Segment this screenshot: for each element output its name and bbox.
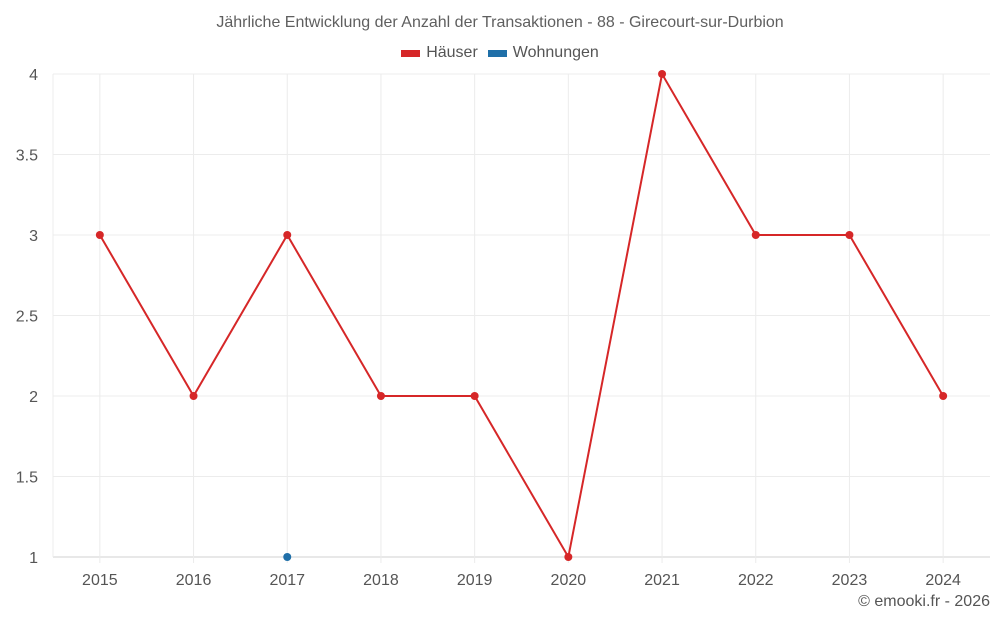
chart-title: Jährliche Entwicklung der Anzahl der Tra… <box>216 14 784 31</box>
legend-label-wohnungen: Wohnungen <box>512 44 599 61</box>
data-point[interactable] <box>283 553 292 561</box>
legend: Häuser Wohnungen <box>0 44 1000 62</box>
y-tick-label: 4 <box>29 67 38 84</box>
data-point[interactable] <box>95 231 104 239</box>
y-tick-label: 2.5 <box>16 309 38 326</box>
copyright-credit: © emooki.fr - 2026 <box>858 593 990 610</box>
x-tick-label: 2016 <box>176 572 212 589</box>
x-tick-label: 2021 <box>644 572 680 589</box>
data-point[interactable] <box>376 392 385 400</box>
legend-swatch-wohnungen <box>487 49 507 57</box>
y-tick-label: 3.5 <box>16 148 38 165</box>
x-tick-label: 2023 <box>832 572 868 589</box>
data-point[interactable] <box>939 392 948 400</box>
y-tick-label: 1.5 <box>16 470 38 487</box>
y-tick-label: 1 <box>29 550 38 567</box>
y-tick-label: 3 <box>29 228 38 245</box>
data-point[interactable] <box>470 392 479 400</box>
x-tick-label: 2024 <box>925 572 961 589</box>
legend-item-haeuser[interactable]: Häuser <box>401 44 478 62</box>
x-tick-label: 2020 <box>551 572 587 589</box>
data-point[interactable] <box>564 553 573 561</box>
data-point[interactable] <box>845 231 854 239</box>
x-tick-label: 2018 <box>363 572 399 589</box>
x-tick-label: 2017 <box>269 572 305 589</box>
series-line <box>98 71 945 560</box>
data-point[interactable] <box>283 231 292 239</box>
x-tick-label: 2019 <box>457 572 493 589</box>
data-point[interactable] <box>658 70 667 78</box>
y-tick-label: 2 <box>29 389 38 406</box>
legend-label-haeuser: Häuser <box>426 44 478 61</box>
x-tick-label: 2022 <box>738 572 774 589</box>
legend-swatch-haeuser <box>401 49 421 57</box>
x-tick-label: 2015 <box>82 572 118 589</box>
data-point[interactable] <box>751 231 760 239</box>
data-point[interactable] <box>189 392 198 400</box>
legend-item-wohnungen[interactable]: Wohnungen <box>487 44 599 62</box>
